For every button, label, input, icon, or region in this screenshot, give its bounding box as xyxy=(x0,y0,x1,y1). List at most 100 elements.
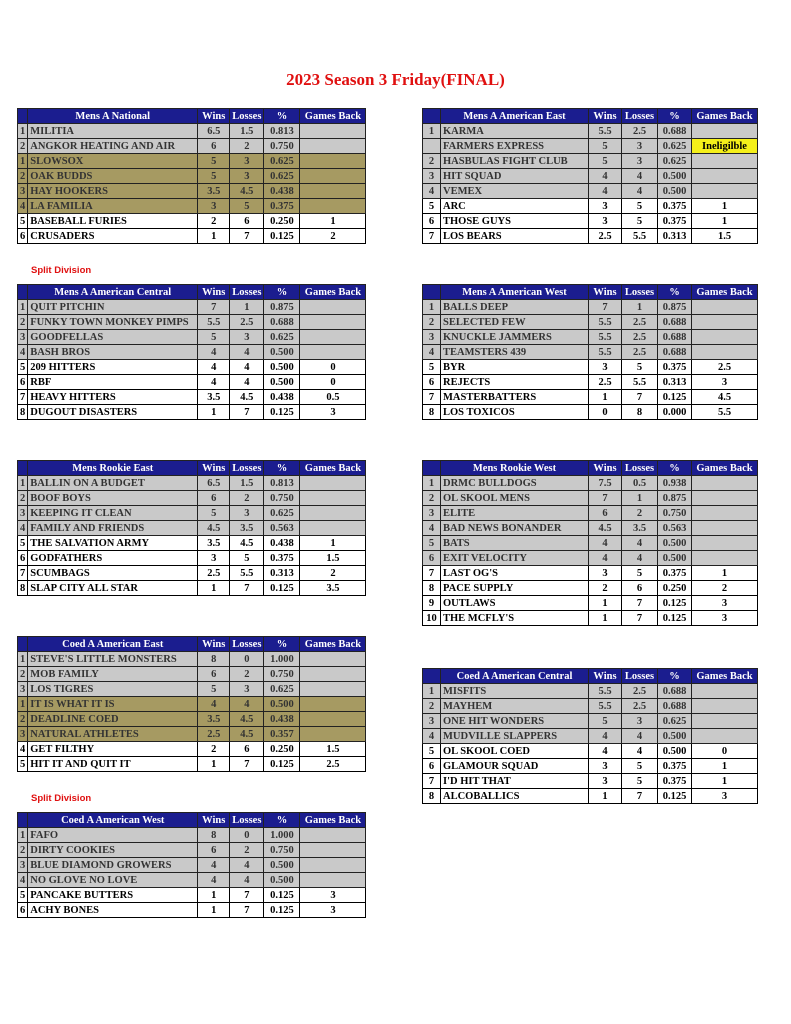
losses-cell: 3 xyxy=(621,153,658,169)
games-back-cell: 3 xyxy=(691,595,758,611)
rank-cell: 8 xyxy=(422,580,441,596)
wins-cell: 0 xyxy=(588,404,622,420)
games-back-cell: 1.5 xyxy=(299,550,367,566)
table-row: 5 OL SKOOL COED 4 4 0.500 0 xyxy=(422,743,758,759)
team-name-cell: GOODFELLAS xyxy=(27,329,199,345)
table-row: 3 KNUCKLE JAMMERS 5.5 2.5 0.688 xyxy=(422,329,758,345)
losses-cell: 7 xyxy=(229,902,265,918)
wins-cell: 4 xyxy=(588,743,622,759)
table-row: 2 DEADLINE COED 3.5 4.5 0.438 xyxy=(16,711,367,727)
losses-header: Losses xyxy=(621,284,658,300)
wins-cell: 4 xyxy=(197,872,231,888)
team-name-cell: DRMC BULLDOGS xyxy=(440,475,589,491)
team-name-cell: MILITIA xyxy=(27,123,199,139)
pct-header: % xyxy=(657,460,692,476)
wins-cell: 6.5 xyxy=(197,123,231,139)
table-row: 2 SELECTED FEW 5.5 2.5 0.688 xyxy=(422,314,758,330)
wins-cell: 6 xyxy=(197,490,231,506)
wins-cell: 7.5 xyxy=(588,475,622,491)
losses-cell: 6 xyxy=(229,741,265,757)
games-back-cell xyxy=(299,696,367,712)
wins-cell: 8 xyxy=(197,651,231,667)
wins-cell: 1 xyxy=(588,788,622,804)
wins-cell: 2.5 xyxy=(588,228,622,244)
table-row: 1 STEVE'S LITTLE MONSTERS 8 0 1.000 xyxy=(16,651,367,667)
team-name-cell: BASH BROS xyxy=(27,344,199,360)
pct-cell: 0.500 xyxy=(263,344,301,360)
pct-cell: 0.125 xyxy=(263,756,301,772)
rank-cell: 5 xyxy=(16,756,29,772)
rank-cell: 1 xyxy=(16,696,29,712)
pct-header: % xyxy=(657,668,692,684)
table-row: 2 BOOF BOYS 6 2 0.750 xyxy=(16,490,367,506)
losses-cell: 1.5 xyxy=(229,475,265,491)
wins-cell: 3 xyxy=(197,198,231,214)
rank-cell: 1 xyxy=(16,475,29,491)
pct-header: % xyxy=(263,284,301,300)
pct-cell: 0.750 xyxy=(263,490,301,506)
wins-cell: 3 xyxy=(588,773,622,789)
pct-cell: 0.125 xyxy=(657,788,692,804)
pct-cell: 0.750 xyxy=(263,666,301,682)
table-row: 5 THE SALVATION ARMY 3.5 4.5 0.438 1 xyxy=(16,535,367,551)
pct-cell: 0.125 xyxy=(263,887,301,903)
pct-cell: 0.500 xyxy=(263,359,301,375)
wins-cell: 1 xyxy=(197,902,231,918)
team-name-cell: I'D HIT THAT xyxy=(440,773,589,789)
rank-cell: 4 xyxy=(16,344,29,360)
team-name-cell: HASBULAS FIGHT CLUB xyxy=(440,153,589,169)
pct-cell: 0.000 xyxy=(657,404,692,420)
table-header: Mens Rookie West Wins Losses% Games Back xyxy=(422,460,758,476)
table-row: 3 HIT SQUAD 4 4 0.500 xyxy=(422,168,758,184)
team-name-cell: OAK BUDDS xyxy=(27,168,199,184)
split-division-note: Split Division xyxy=(31,265,92,276)
rank-cell: 4 xyxy=(16,741,29,757)
pct-cell: 0.563 xyxy=(263,520,301,536)
losses-cell: 0 xyxy=(229,651,265,667)
split-division-note: Split Division xyxy=(31,793,92,804)
team-name-cell: MUDVILLE SLAPPERS xyxy=(440,728,589,744)
losses-cell: 2 xyxy=(621,505,658,521)
rank-cell: 1 xyxy=(16,827,29,843)
pct-cell: 0.625 xyxy=(263,681,301,697)
wins-cell: 3.5 xyxy=(197,535,231,551)
team-name-cell: NO GLOVE NO LOVE xyxy=(27,872,199,888)
team-name-cell: LOS BEARS xyxy=(440,228,589,244)
losses-cell: 4 xyxy=(229,696,265,712)
rank-cell: 5 xyxy=(16,887,29,903)
standings-table: Mens Rookie West Wins Losses% Games Back 1 DR… xyxy=(422,460,758,626)
losses-cell: 1 xyxy=(621,490,658,506)
losses-cell: 3.5 xyxy=(621,520,658,536)
games-back-cell xyxy=(691,520,758,536)
pct-cell: 0.125 xyxy=(657,595,692,611)
team-name-cell: THE SALVATION ARMY xyxy=(27,535,199,551)
pct-cell: 1.000 xyxy=(263,827,301,843)
losses-cell: 4 xyxy=(621,535,658,551)
table-row: 4 LA FAMILIA 3 5 0.375 xyxy=(16,198,367,214)
rank-header xyxy=(16,636,29,652)
losses-cell: 7 xyxy=(229,580,265,596)
team-name-cell: IT IS WHAT IT IS xyxy=(27,696,199,712)
table-row: 5 209 HITTERS 4 4 0.500 0 xyxy=(16,359,367,375)
rank-cell: 7 xyxy=(16,565,29,581)
division-name: Coed A American East xyxy=(27,636,199,652)
wins-cell: 1 xyxy=(588,595,622,611)
rank-cell: 2 xyxy=(16,490,29,506)
wins-cell: 4 xyxy=(197,374,231,390)
rank-cell: 6 xyxy=(422,758,441,774)
wins-cell: 5.5 xyxy=(197,314,231,330)
rank-header xyxy=(16,284,29,300)
team-name-cell: THOSE GUYS xyxy=(440,213,589,229)
wins-cell: 7 xyxy=(197,299,231,315)
losses-cell: 4 xyxy=(621,183,658,199)
standings-table: Mens A National Wins Losses% Games Back 1 MIL… xyxy=(16,108,367,244)
losses-cell: 3 xyxy=(229,329,265,345)
pct-header: % xyxy=(263,812,301,828)
wins-cell: 3 xyxy=(588,359,622,375)
table-row: 8 LOS TOXICOS 0 8 0.000 5.5 xyxy=(422,404,758,420)
pct-header: % xyxy=(263,460,301,476)
rank-cell: 5 xyxy=(422,198,441,214)
team-name-cell: LOS TIGRES xyxy=(27,681,199,697)
team-name-cell: DIRTY COOKIES xyxy=(27,842,199,858)
rank-header xyxy=(16,108,29,124)
